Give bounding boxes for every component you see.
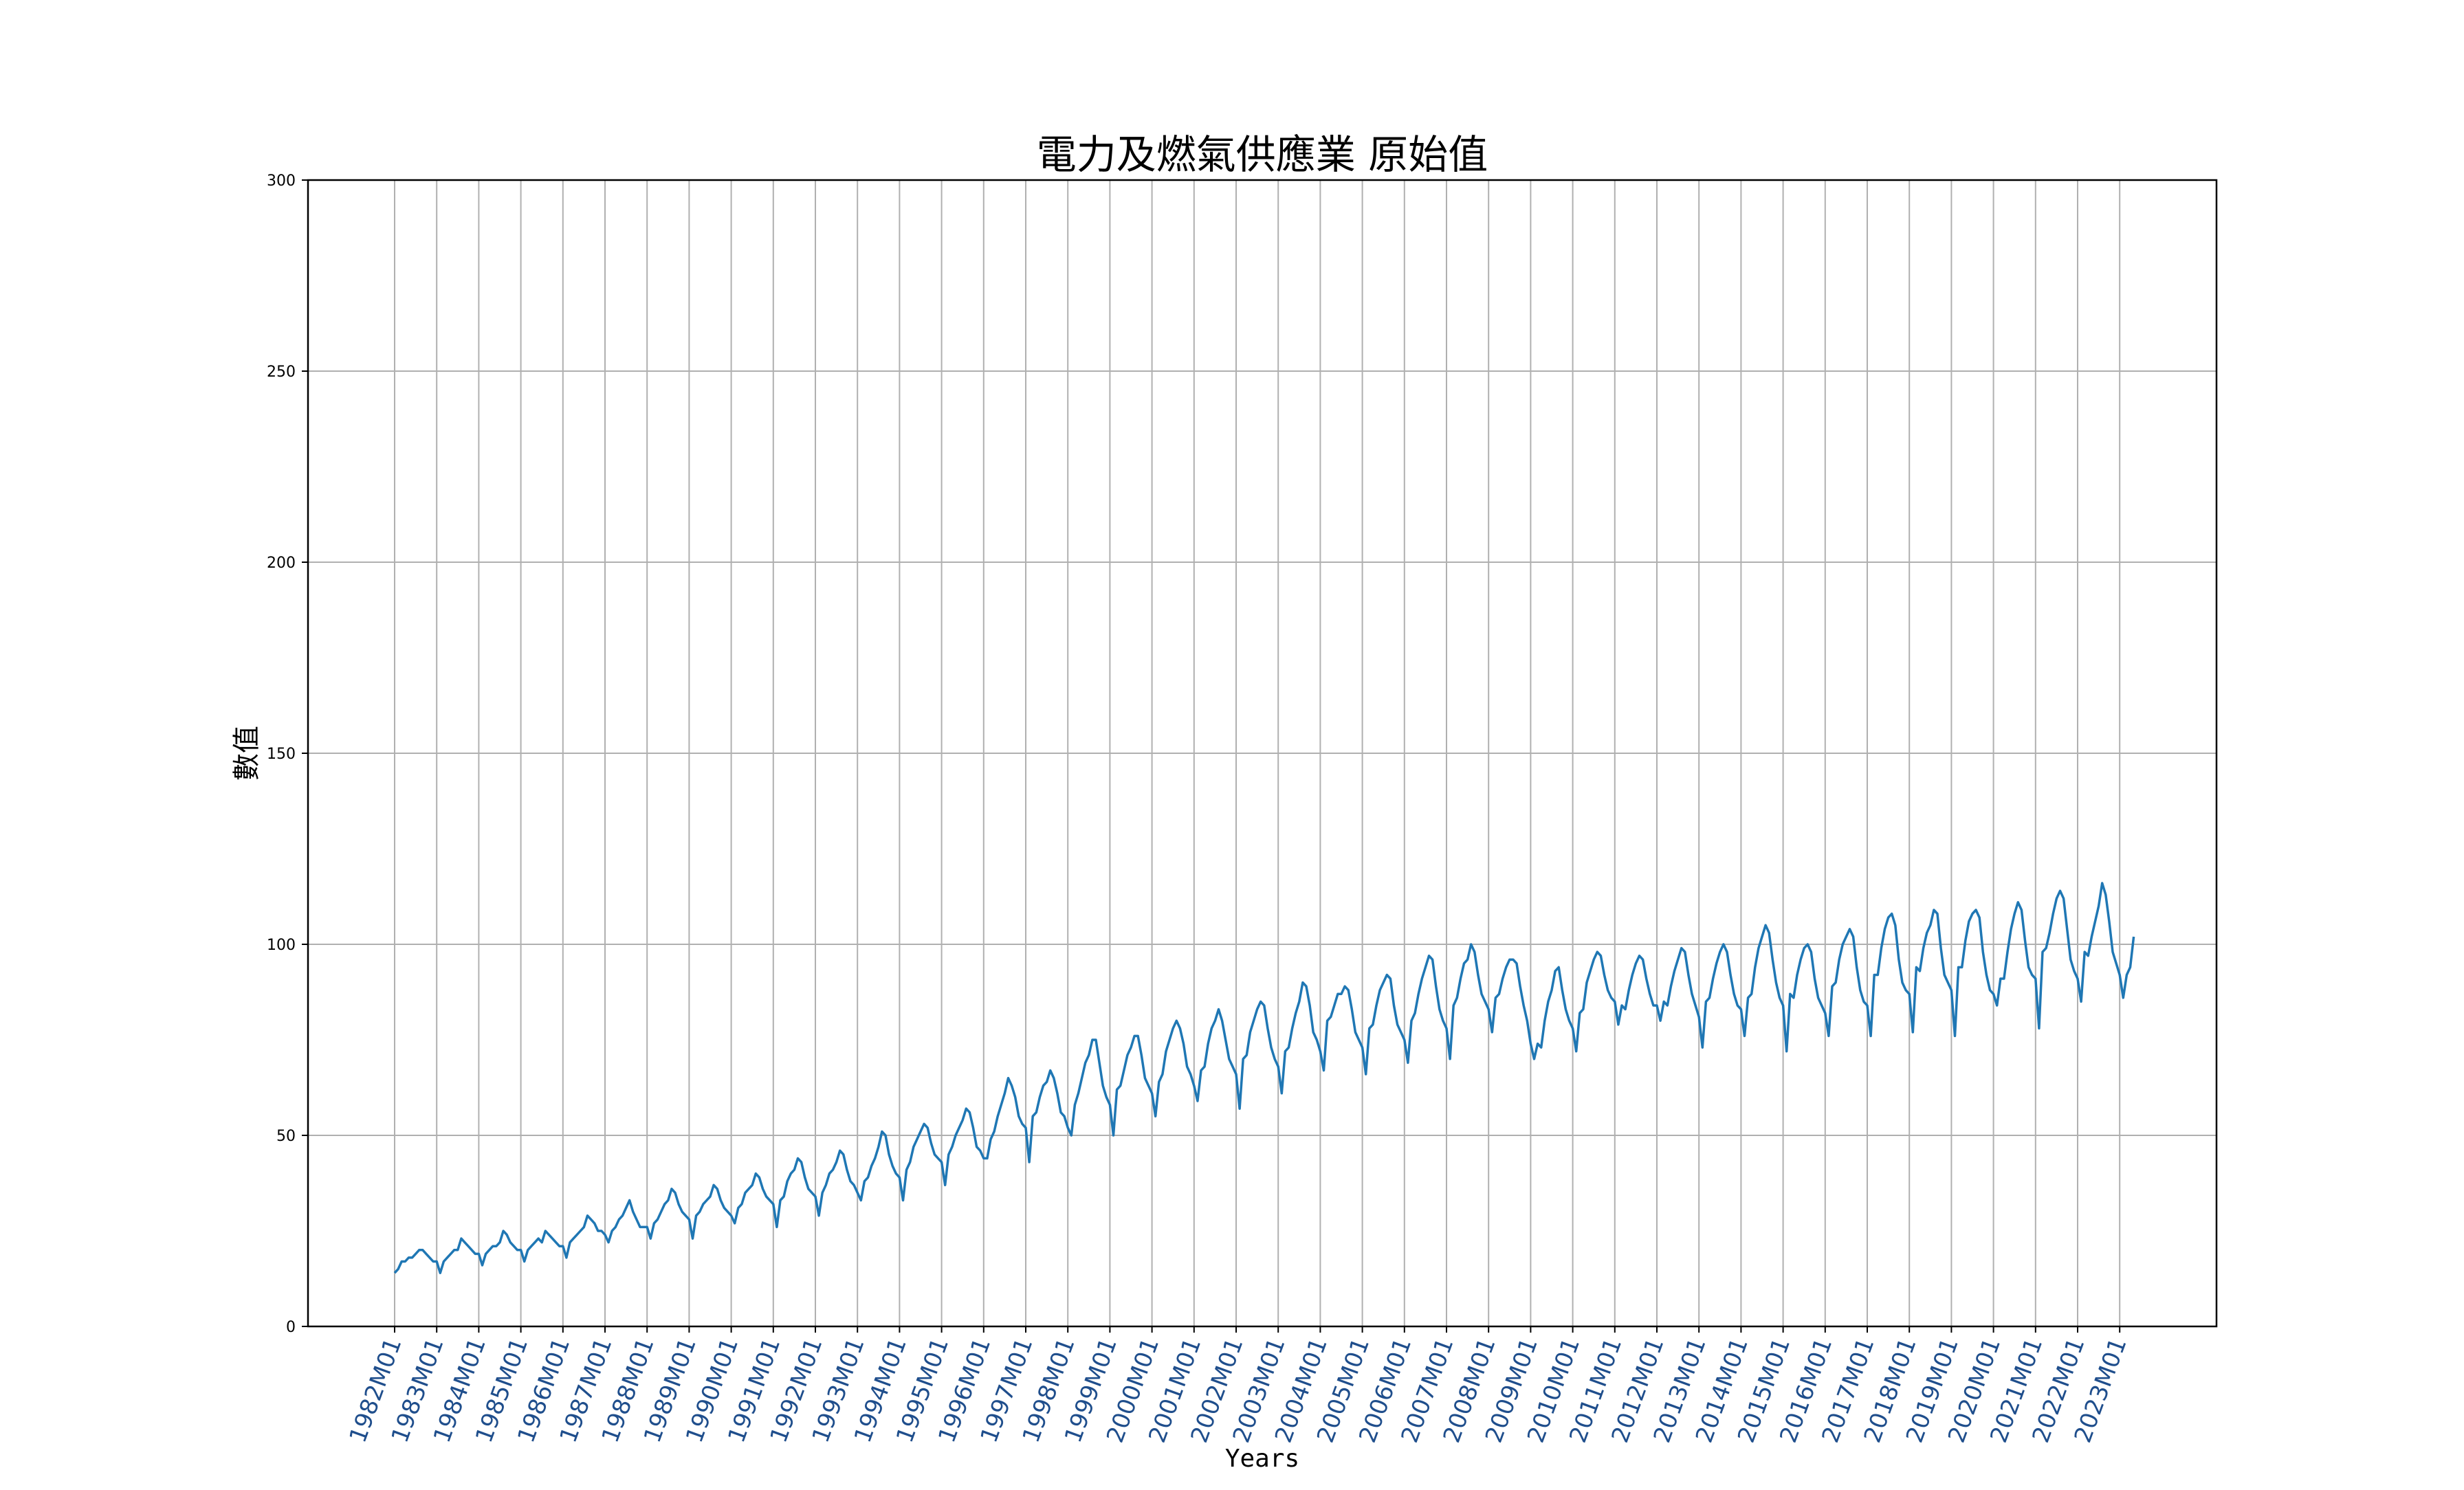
- y-tick-label: 0: [286, 1319, 296, 1336]
- series-layer: [393, 882, 2135, 1274]
- y-axis: 0 50 100 150 200 250 300: [267, 173, 308, 1336]
- y-tick-label: 150: [267, 746, 296, 763]
- x-axis-label: Years: [1225, 1445, 1299, 1473]
- series-line: [393, 882, 2135, 1274]
- y-tick-label: 300: [267, 173, 296, 190]
- y-tick-label: 250: [267, 364, 296, 381]
- y-tick-label: 200: [267, 555, 296, 572]
- x-axis: 1982M011983M011984M011985M011986M011987M…: [344, 1326, 2133, 1447]
- y-tick-label: 100: [267, 937, 296, 954]
- y-tick-label: 50: [276, 1128, 296, 1145]
- chart-title: 電力及燃氣供應業 原始值: [1037, 131, 1488, 178]
- grid-layer: [308, 179, 2216, 1327]
- y-axis-label: 數值: [231, 726, 263, 781]
